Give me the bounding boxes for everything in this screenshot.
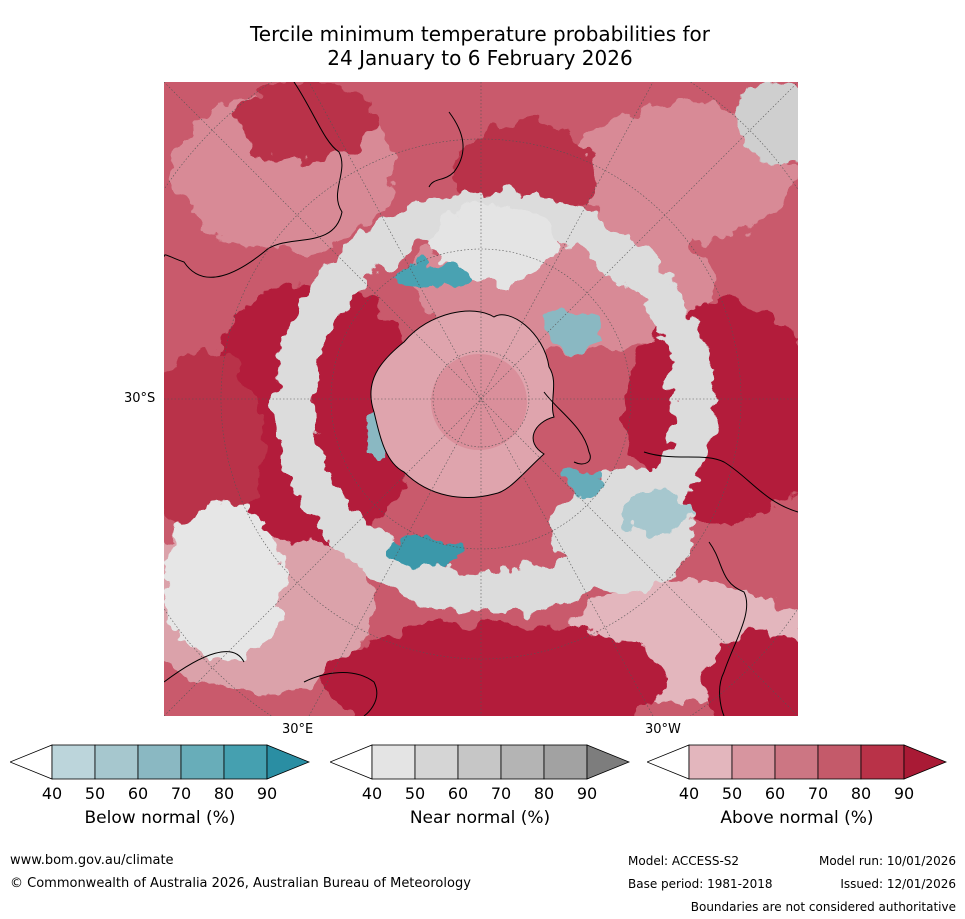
- colorbar-near-tick-70: 70: [490, 784, 512, 803]
- map-title-line-1: Tercile minimum temperature probabilitie…: [249, 22, 711, 46]
- colorbar-below-bin-2: [94, 744, 139, 780]
- colorbar-below: [8, 744, 311, 780]
- colorbar-near-low-extend: [328, 744, 373, 780]
- colorbar-above-tick-60: 60: [764, 784, 786, 803]
- colorbar-near-high-extend: [586, 744, 631, 780]
- colorbar-near-tick-90: 90: [576, 784, 598, 803]
- coastlines: [164, 82, 798, 716]
- colorbar-above-low-extend: [645, 744, 690, 780]
- colorbar-near-bin-5: [543, 744, 588, 780]
- lon-label-30e: 30°E: [282, 722, 314, 737]
- colorbar-near-bin-4: [500, 744, 545, 780]
- colorbar-below-tick-50: 50: [84, 784, 106, 803]
- colorbar-above-title: Above normal (%): [720, 808, 874, 828]
- footer-copyright: © Commonwealth of Australia 2026, Austra…: [10, 876, 471, 891]
- colorbar-below-tick-40: 40: [41, 784, 63, 803]
- graticule: [164, 82, 798, 716]
- colorbar-below-high-extend: [266, 744, 311, 780]
- colorbar-below-tick-70: 70: [170, 784, 192, 803]
- colorbar-below-bin-5: [223, 744, 268, 780]
- polar-probability-map: [164, 82, 798, 716]
- lat-label-30s: 30°S: [124, 391, 156, 406]
- colorbar-below-bin-1: [51, 744, 96, 780]
- colorbar-below-bin-3: [137, 744, 182, 780]
- colorbar-near-bin-3: [457, 744, 502, 780]
- colorbar-below-tick-60: 60: [127, 784, 149, 803]
- map-svg: [164, 82, 798, 716]
- colorbar-above-bin-3: [774, 744, 819, 780]
- colorbar-above-tick-70: 70: [807, 784, 829, 803]
- colorbar-near-tick-40: 40: [361, 784, 383, 803]
- colorbar-near-tick-60: 60: [447, 784, 469, 803]
- colorbar-near-bin-2: [414, 744, 459, 780]
- footer-base-period: Base period: 1981-2018: [628, 877, 773, 891]
- lon-label-30w: 30°W: [645, 722, 681, 737]
- footer-issued: Issued: 12/01/2026: [840, 877, 956, 891]
- footer-model-run: Model run: 10/01/2026: [818, 854, 956, 868]
- colorbar-below-title: Below normal (%): [84, 808, 236, 828]
- colorbar-above-tick-80: 80: [850, 784, 872, 803]
- colorbar-below-tick-90: 90: [256, 784, 278, 803]
- footer-disclaimer: Boundaries are not considered authoritat…: [690, 900, 956, 914]
- map-title-line-2: 24 January to 6 February 2026: [327, 46, 633, 70]
- colorbar-near-tick-80: 80: [533, 784, 555, 803]
- colorbar-below-low-extend: [8, 744, 53, 780]
- colorbar-above: [645, 744, 948, 780]
- footer-url: www.bom.gov.au/climate: [10, 853, 174, 868]
- colorbar-near-bin-1: [371, 744, 416, 780]
- colorbar-above-bin-2: [731, 744, 776, 780]
- colorbar-above-bin-1: [688, 744, 733, 780]
- colorbar-above-bin-4: [817, 744, 862, 780]
- colorbar-below-tick-80: 80: [213, 784, 235, 803]
- colorbar-above-bin-5: [860, 744, 905, 780]
- colorbar-near-tick-50: 50: [404, 784, 426, 803]
- colorbar-below-bin-4: [180, 744, 225, 780]
- probability-field: [164, 82, 798, 716]
- colorbar-above-tick-50: 50: [721, 784, 743, 803]
- colorbar-near: [328, 744, 631, 780]
- colorbar-above-high-extend: [903, 744, 948, 780]
- colorbar-near-title: Near normal (%): [409, 808, 551, 828]
- footer-model: Model: ACCESS-S2: [628, 854, 740, 868]
- colorbar-above-tick-90: 90: [893, 784, 915, 803]
- colorbar-above-tick-40: 40: [678, 784, 700, 803]
